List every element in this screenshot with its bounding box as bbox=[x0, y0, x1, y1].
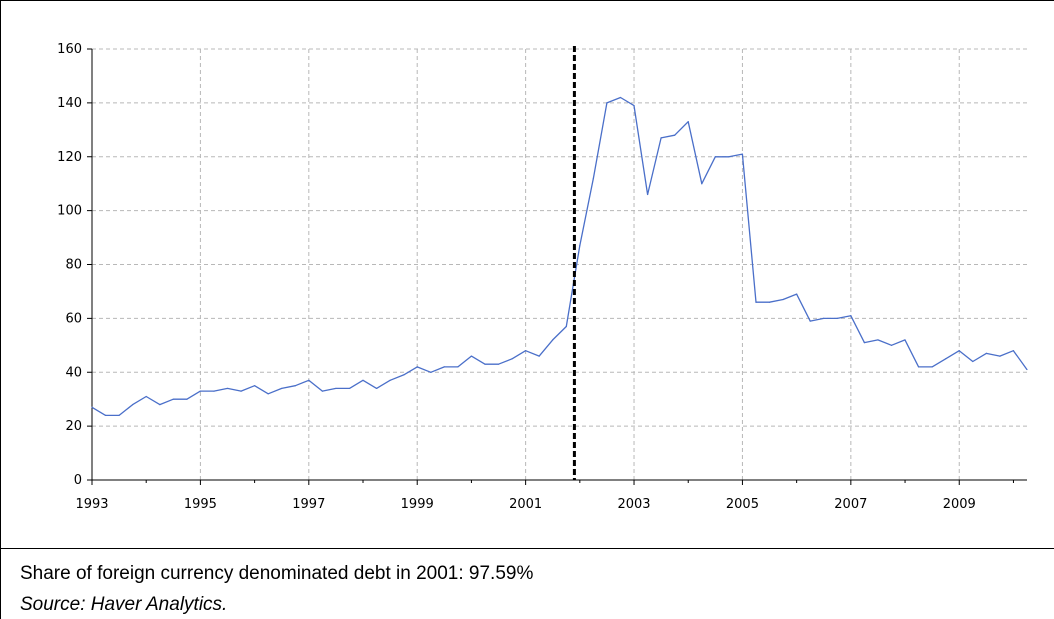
x-tick-label: 2005 bbox=[726, 497, 759, 512]
data-point bbox=[511, 358, 513, 360]
data-point bbox=[890, 344, 893, 346]
data-point bbox=[443, 366, 445, 368]
data-point bbox=[281, 387, 283, 390]
data-point bbox=[91, 406, 93, 408]
data-point bbox=[768, 301, 771, 303]
data-point bbox=[159, 403, 161, 406]
data-point bbox=[606, 102, 608, 104]
data-point bbox=[687, 121, 689, 123]
data-point bbox=[497, 363, 500, 365]
data-point bbox=[809, 320, 811, 322]
x-tick-label: 1997 bbox=[292, 497, 325, 512]
x-tick-label: 2007 bbox=[834, 497, 867, 512]
data-point bbox=[1012, 350, 1015, 352]
line-chart: 0 20 40 60 80 100 120 140 160 1993 1995 1997 1999 20… bbox=[57, 42, 1028, 512]
data-point bbox=[646, 193, 649, 196]
x-tick-label: 1999 bbox=[401, 497, 434, 512]
y-tick-labels: 0 20 40 60 80 100 120 140 160 bbox=[57, 42, 82, 488]
data-point bbox=[877, 339, 879, 341]
data-point bbox=[931, 366, 933, 368]
data-point bbox=[525, 350, 527, 352]
x-tick-label: 2009 bbox=[943, 497, 976, 512]
data-point bbox=[470, 355, 473, 357]
data-point bbox=[565, 325, 567, 328]
x-tick-label: 2003 bbox=[617, 497, 650, 512]
data-point bbox=[904, 339, 906, 341]
data-point bbox=[958, 350, 960, 352]
data-point bbox=[782, 298, 784, 301]
data-point bbox=[104, 414, 107, 416]
data-point bbox=[1026, 368, 1028, 371]
data-point bbox=[714, 156, 716, 158]
data-point bbox=[836, 317, 838, 319]
y-tick-label: 20 bbox=[65, 419, 82, 434]
data-point bbox=[375, 387, 378, 390]
series-group bbox=[91, 96, 1028, 417]
data-point bbox=[728, 156, 730, 158]
data-point bbox=[823, 317, 825, 319]
data-point bbox=[917, 366, 920, 368]
data-point bbox=[796, 293, 798, 295]
y-tick-label: 0 bbox=[74, 473, 82, 488]
y-tick-label: 100 bbox=[57, 204, 82, 219]
data-point bbox=[972, 360, 974, 363]
data-point bbox=[294, 385, 296, 387]
y-tick-label: 80 bbox=[65, 258, 82, 273]
data-point bbox=[416, 366, 418, 368]
data-point bbox=[484, 363, 486, 365]
data-point bbox=[186, 398, 188, 400]
caption-divider bbox=[0, 548, 1054, 549]
data-point bbox=[226, 387, 229, 390]
data-point bbox=[999, 355, 1001, 357]
data-point bbox=[741, 153, 744, 155]
series-line bbox=[91, 96, 1028, 417]
data-point bbox=[267, 393, 269, 395]
data-point bbox=[619, 96, 622, 99]
data-point bbox=[172, 398, 174, 400]
data-point bbox=[863, 342, 865, 344]
data-point bbox=[389, 379, 391, 381]
data-point bbox=[430, 371, 432, 373]
y-tick-label: 40 bbox=[65, 365, 82, 380]
data-point bbox=[403, 374, 405, 376]
data-point bbox=[308, 379, 310, 381]
data-point bbox=[145, 395, 147, 398]
x-tick-label: 1995 bbox=[184, 497, 217, 512]
data-point bbox=[633, 104, 635, 107]
data-point bbox=[362, 379, 364, 381]
data-point bbox=[985, 352, 987, 354]
y-tick-label: 120 bbox=[57, 150, 82, 165]
axes bbox=[87, 48, 1027, 485]
data-point bbox=[199, 390, 202, 392]
data-point bbox=[335, 387, 337, 390]
data-point bbox=[348, 387, 351, 390]
data-point bbox=[701, 183, 703, 185]
x-tick-labels: 1993 1995 1997 1999 2001 2003 2005 2007 2009 bbox=[75, 497, 975, 512]
data-point bbox=[132, 403, 134, 406]
x-tick-label: 1993 bbox=[75, 497, 108, 512]
data-point bbox=[118, 414, 120, 416]
data-point bbox=[755, 301, 757, 303]
caption-note: Share of foreign currency denominated de… bbox=[20, 563, 534, 584]
data-point bbox=[538, 355, 540, 357]
y-tick-label: 140 bbox=[57, 96, 82, 111]
data-point bbox=[321, 390, 323, 392]
data-point bbox=[240, 390, 242, 392]
data-point bbox=[592, 177, 594, 179]
y-tick-label: 60 bbox=[65, 311, 82, 326]
data-point bbox=[552, 339, 554, 341]
data-point bbox=[850, 315, 852, 317]
data-point bbox=[213, 390, 215, 392]
caption-source: Source: Haver Analytics. bbox=[20, 594, 228, 615]
data-point bbox=[254, 385, 256, 387]
data-point bbox=[660, 137, 662, 139]
y-tick-label: 160 bbox=[57, 42, 82, 57]
gridlines bbox=[92, 48, 1027, 480]
data-point bbox=[457, 366, 459, 368]
data-point bbox=[945, 358, 947, 360]
data-point bbox=[674, 134, 676, 136]
x-tick-label: 2001 bbox=[509, 497, 542, 512]
data-point bbox=[579, 245, 581, 247]
